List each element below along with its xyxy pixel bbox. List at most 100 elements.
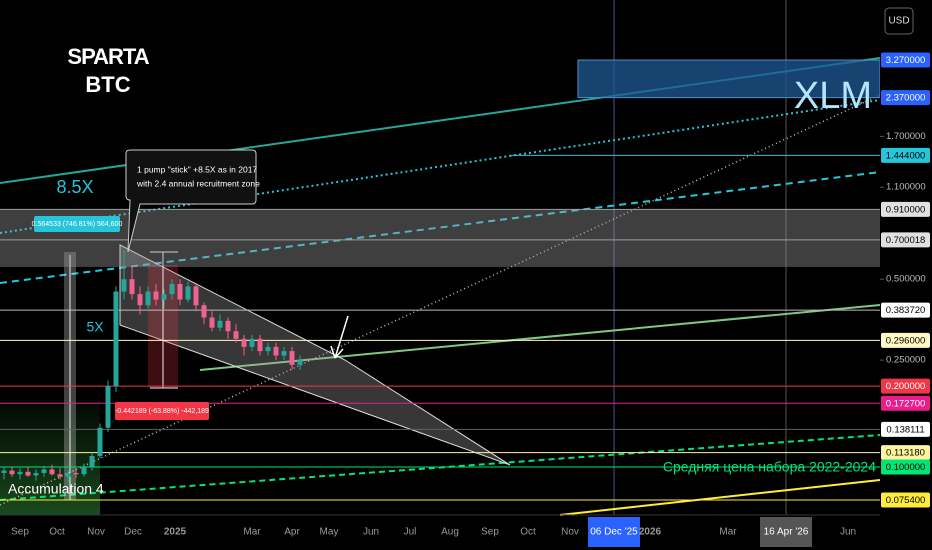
levels xyxy=(0,59,881,501)
level-label: Средняя цена набора 2022-2024 xyxy=(663,459,876,475)
plot-area xyxy=(0,0,881,516)
price-label-box xyxy=(881,232,930,248)
candle-body xyxy=(17,471,23,475)
price-label: 0.296000 xyxy=(886,335,926,346)
logo: BTC xyxy=(85,72,130,97)
candle-body xyxy=(273,346,279,356)
candle-body xyxy=(89,455,95,468)
candle-body xyxy=(65,473,71,477)
candle-body xyxy=(241,338,247,347)
candle-body xyxy=(281,351,287,356)
price-label: 0.100000 xyxy=(886,462,926,473)
candle-body xyxy=(1,470,7,474)
candle-body xyxy=(33,473,39,476)
trend-line xyxy=(199,304,881,371)
candle-body xyxy=(257,338,263,352)
candle-body xyxy=(217,320,223,328)
price-label-box xyxy=(881,421,930,437)
time-tick-label: Mar xyxy=(243,527,261,538)
price-label: 0.383720 xyxy=(886,305,926,316)
price-label-box xyxy=(881,459,930,475)
price-label-box xyxy=(881,395,930,411)
price-label-box xyxy=(881,445,930,461)
resistance-zone xyxy=(0,209,880,267)
time-tick-label: Jul xyxy=(404,527,417,538)
candles xyxy=(1,250,303,482)
price-label-box xyxy=(881,378,930,394)
time-tick-label: Dec xyxy=(124,527,142,538)
price-label-box xyxy=(881,90,930,106)
time-tick-label: Apr xyxy=(284,527,300,538)
candle-body xyxy=(185,286,191,300)
time-tick-label: Jun xyxy=(840,527,856,538)
time-tick-label: 2026 xyxy=(639,527,662,538)
price-tick-label: 0.500000 xyxy=(886,274,926,285)
time-tick-label: 16 Apr '26 xyxy=(764,527,809,538)
time-highlight xyxy=(760,517,812,547)
currency-label[interactable]: USD xyxy=(888,16,909,27)
trend-line xyxy=(559,479,881,516)
time-tick-label: Jun xyxy=(363,527,379,538)
multiple-label: 5X xyxy=(86,319,104,335)
annotations: SPARTA BTC XLM 8.5X 5X 1 pump "stick" +8… xyxy=(8,44,876,497)
time-tick-label: Nov xyxy=(87,527,105,538)
measure-label-box xyxy=(115,402,209,420)
callout xyxy=(125,149,257,253)
target-zone xyxy=(577,59,881,99)
price-label: 0.200000 xyxy=(886,381,926,392)
price-label-box xyxy=(881,332,930,348)
candle-body xyxy=(113,291,119,387)
price-label: 0.075400 xyxy=(886,495,926,506)
price-label: 2.370000 xyxy=(886,93,926,104)
candle-body xyxy=(73,473,79,475)
measure-label: -0.442189 (-63.88%) -442,189 xyxy=(115,408,209,415)
candle-body xyxy=(81,467,87,475)
price-label-box xyxy=(881,302,930,318)
price-tick-label: 1.100000 xyxy=(886,182,926,193)
candle-body xyxy=(145,291,151,306)
price-label: 0.700018 xyxy=(886,235,926,246)
measure-label-box xyxy=(34,216,120,232)
time-tick-label: 06 Dec '25 xyxy=(590,527,638,538)
candle-body xyxy=(233,331,239,339)
trend-line xyxy=(0,171,881,284)
candle-body xyxy=(137,294,143,306)
time-highlight xyxy=(588,517,640,547)
price-label-box xyxy=(881,201,930,217)
candle-body xyxy=(193,286,199,306)
candle-body xyxy=(153,291,159,300)
price-label: 0.138111 xyxy=(886,424,924,435)
measure-label: 0.564533 (746.81%) 564,600 xyxy=(32,221,123,228)
candle-body xyxy=(57,474,63,477)
price-label: 0.172700 xyxy=(886,398,926,409)
currency-button[interactable] xyxy=(884,7,914,35)
axes: 1.700000 1.100000 0.500000 0.250000 3.270000… xyxy=(0,52,930,547)
candle-body xyxy=(121,279,127,292)
price-label: 3.270000 xyxy=(886,55,926,66)
price-label: 0.910000 xyxy=(886,204,926,215)
time-tick-label: Sep xyxy=(481,527,499,538)
falling-wedge xyxy=(119,244,511,466)
time-tick-label: Nov xyxy=(561,527,579,538)
candle-body xyxy=(97,427,103,456)
time-tick-label: Sep xyxy=(11,527,29,538)
candle-body xyxy=(49,469,55,475)
candle-body xyxy=(201,305,207,318)
time-tick-label: Aug xyxy=(441,527,459,538)
price-label-box xyxy=(881,492,930,508)
callout-text: 1 pump "stick" +8.5X as in 2017 xyxy=(137,164,257,174)
arrow xyxy=(330,315,349,359)
candle-body xyxy=(177,283,183,300)
candle-body xyxy=(25,471,31,476)
candle-body xyxy=(129,279,135,295)
candle-body xyxy=(265,346,271,352)
price-label: 0.113180 xyxy=(886,448,925,459)
candle-body xyxy=(161,294,167,300)
time-tick-label: 2025 xyxy=(164,527,187,538)
multiple-label: 8.5X xyxy=(56,177,93,197)
price-label-box xyxy=(881,147,930,163)
zone-label: Accumulation 4 xyxy=(8,481,104,497)
candle-body xyxy=(225,320,231,332)
candle-body xyxy=(41,469,47,474)
